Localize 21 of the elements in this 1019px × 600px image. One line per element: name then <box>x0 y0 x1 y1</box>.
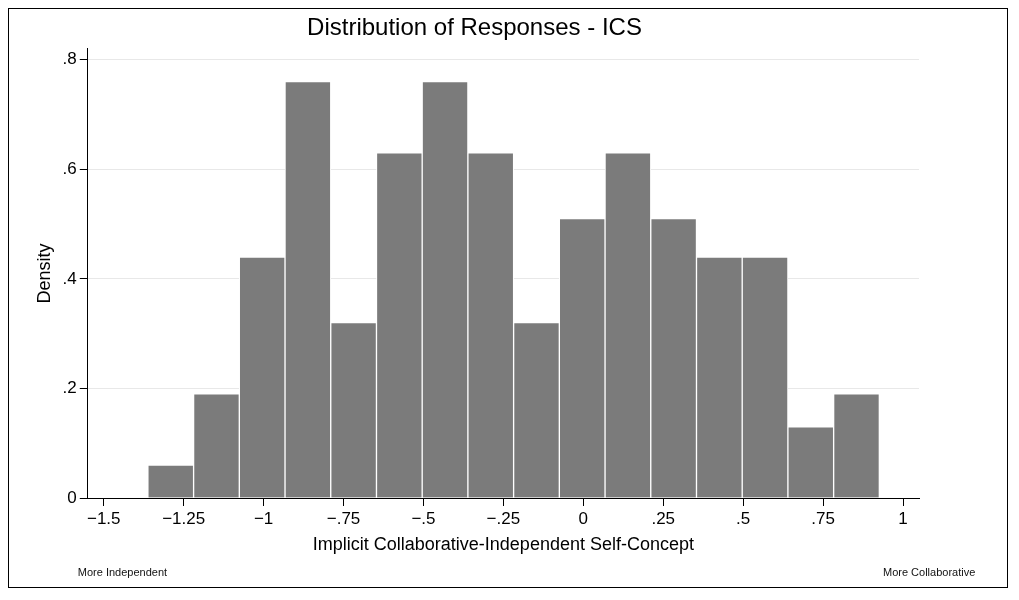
y-tick-label: 0 <box>67 487 77 507</box>
x-tick-label: −1.5 <box>86 508 121 528</box>
x-tick-label: −.25 <box>486 508 521 528</box>
text: More Collaborative <box>883 566 976 578</box>
x-tick-label: 1 <box>898 508 908 528</box>
x-tick-label: .5 <box>736 508 751 528</box>
x-tick-label: .75 <box>811 508 835 528</box>
y-tick-label: .2 <box>62 378 77 398</box>
x-tick-label: −1 <box>253 508 274 528</box>
x-tick-label: .25 <box>651 508 676 528</box>
x-tick-label: −.5 <box>411 508 436 528</box>
text: More Independent <box>77 566 168 578</box>
x-tick-label: −.75 <box>326 508 361 528</box>
y-tick-label: .4 <box>62 268 77 288</box>
x-tick-label: 0 <box>578 508 589 528</box>
x-tick-label: −1.25 <box>162 508 206 528</box>
y-tick-label: .6 <box>62 159 77 178</box>
y-axis-title: Density <box>33 243 54 304</box>
chart-title: Distribution of Responses - ICS <box>307 13 642 41</box>
x-axis-title: Implicit Collaborative-Independent Self-Concept <box>312 534 694 555</box>
y-tick-label: .8 <box>62 49 77 69</box>
